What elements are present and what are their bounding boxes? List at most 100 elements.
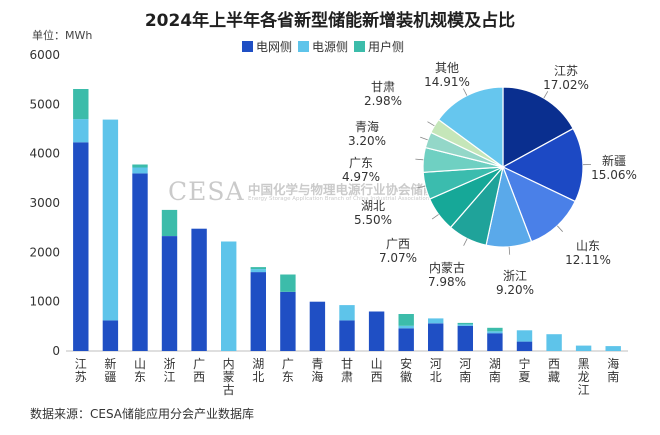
- pie-slice-label: 青海: [355, 119, 379, 134]
- pie-slice-percent: 9.20%: [496, 283, 534, 297]
- bar-segment: [132, 164, 148, 168]
- pie-chart: [422, 86, 584, 248]
- x-tick-label: 西: [193, 370, 205, 384]
- x-tick-label: 肃: [341, 370, 353, 384]
- pie-leader-line: [462, 88, 468, 96]
- pie-slice-label: 广东: [349, 156, 373, 170]
- y-axis: 0 1000 2000 3000 4000 5000 6000: [29, 48, 628, 358]
- pie-slice: [501, 127, 584, 203]
- x-tick-label: 东: [134, 370, 146, 384]
- x-tick-label: 浙: [164, 357, 176, 371]
- y-tick-label: 2000: [29, 245, 60, 259]
- x-tick-label: 北: [430, 370, 442, 384]
- y-tick-label: 5000: [29, 97, 60, 111]
- legend-swatch: [242, 41, 253, 52]
- x-tick-label: 江: [75, 357, 87, 371]
- pie-slice: [437, 86, 504, 169]
- pie-slice-label: 广西: [386, 237, 410, 251]
- pie-leader-line: [508, 246, 511, 255]
- x-tick-label: 北: [252, 370, 264, 384]
- pie-slice-label: 湖北: [361, 198, 385, 213]
- bar-segment: [398, 325, 414, 329]
- pie-leader-line: [463, 238, 468, 246]
- bar-segment: [161, 236, 178, 351]
- bar-segment: [575, 345, 592, 351]
- x-tick-label: 湖: [252, 356, 264, 371]
- bar-segment: [605, 346, 621, 351]
- pie-slice: [501, 165, 577, 243]
- y-tick-label: 1000: [29, 295, 60, 309]
- y-tick-label: 6000: [29, 48, 60, 62]
- x-tick-label: 山: [134, 357, 146, 371]
- x-tick-label: 新: [104, 356, 116, 371]
- pie-leader-line: [417, 185, 426, 189]
- x-tick-label: 西: [371, 370, 383, 384]
- bar-segment: [398, 328, 414, 351]
- x-tick-label: 内: [223, 357, 235, 371]
- pie-slice-label: 甘肃: [371, 80, 395, 94]
- x-tick-label: 蒙: [223, 370, 235, 384]
- x-tick-label: 河: [459, 357, 471, 371]
- x-tick-label: 古: [223, 382, 235, 397]
- x-tick-label: 龙: [578, 370, 590, 384]
- pie-slice-percent: 5.50%: [354, 213, 392, 227]
- x-tick-label: 湖: [489, 356, 501, 371]
- legend-label: 电网侧: [256, 40, 292, 54]
- x-tick-label: 河: [430, 357, 442, 371]
- bar-segment: [73, 119, 89, 143]
- watermark-en-text: Energy Storage Application Branch of Chi…: [248, 196, 479, 202]
- y-axis-unit-label: 单位：MWh: [32, 29, 93, 42]
- bar-segment: [132, 167, 148, 174]
- bar-segment: [73, 142, 89, 351]
- x-tick-label: 徽: [400, 369, 412, 384]
- pie-slice-percent: 3.20%: [348, 134, 386, 148]
- x-tick-label: 南: [489, 369, 501, 384]
- bar-chart: [73, 89, 621, 351]
- x-tick-label: 山: [371, 357, 383, 371]
- legend-swatch: [298, 41, 309, 52]
- bar-segment: [546, 334, 562, 351]
- pie-leader-line: [415, 158, 424, 161]
- pie-leader-line: [431, 214, 439, 220]
- bar-segment: [428, 318, 444, 324]
- pie-slice-label: 浙江: [503, 269, 527, 283]
- x-tick-label: 南: [607, 369, 619, 384]
- pie-slice-percent: 15.06%: [591, 168, 637, 182]
- x-tick-label: 苏: [75, 370, 87, 384]
- bar-segment: [516, 341, 533, 351]
- legend-swatch: [354, 41, 365, 52]
- x-tick-label: 疆: [104, 370, 116, 384]
- x-tick-label: 东: [282, 370, 294, 384]
- x-tick-label: 广: [193, 357, 205, 371]
- bar-segment: [487, 333, 503, 351]
- bar-segment: [102, 119, 119, 321]
- y-tick-label: 4000: [29, 147, 60, 161]
- bar-segment: [250, 272, 266, 351]
- x-tick-label: 海: [607, 356, 619, 371]
- pie-slice-label: 新疆: [602, 153, 626, 168]
- pie-slice-label: 江苏: [554, 64, 578, 78]
- x-tick-label: 宁: [518, 356, 530, 371]
- bar-segment: [102, 320, 119, 351]
- bar-segment: [250, 267, 266, 270]
- bar-segment: [191, 228, 207, 351]
- pie-leader-line: [543, 91, 549, 99]
- watermark-logo: CESA: [168, 177, 245, 206]
- bar-segment: [457, 322, 473, 325]
- legend-label: 用户侧: [368, 39, 404, 54]
- x-tick-label: 安: [400, 356, 412, 371]
- pie-leader-line: [557, 225, 563, 232]
- x-tick-label: 夏: [518, 370, 530, 384]
- legend-label: 电源侧: [312, 40, 348, 54]
- bar-segment: [368, 311, 385, 351]
- bar-segment: [280, 291, 296, 351]
- y-tick-label: 3000: [29, 196, 60, 210]
- x-tick-label: 海: [311, 369, 323, 384]
- bar-segment: [132, 173, 148, 351]
- y-tick-label: 0: [52, 344, 60, 358]
- pie-slice-percent: 7.07%: [379, 251, 417, 265]
- x-tick-label: 江: [164, 370, 176, 384]
